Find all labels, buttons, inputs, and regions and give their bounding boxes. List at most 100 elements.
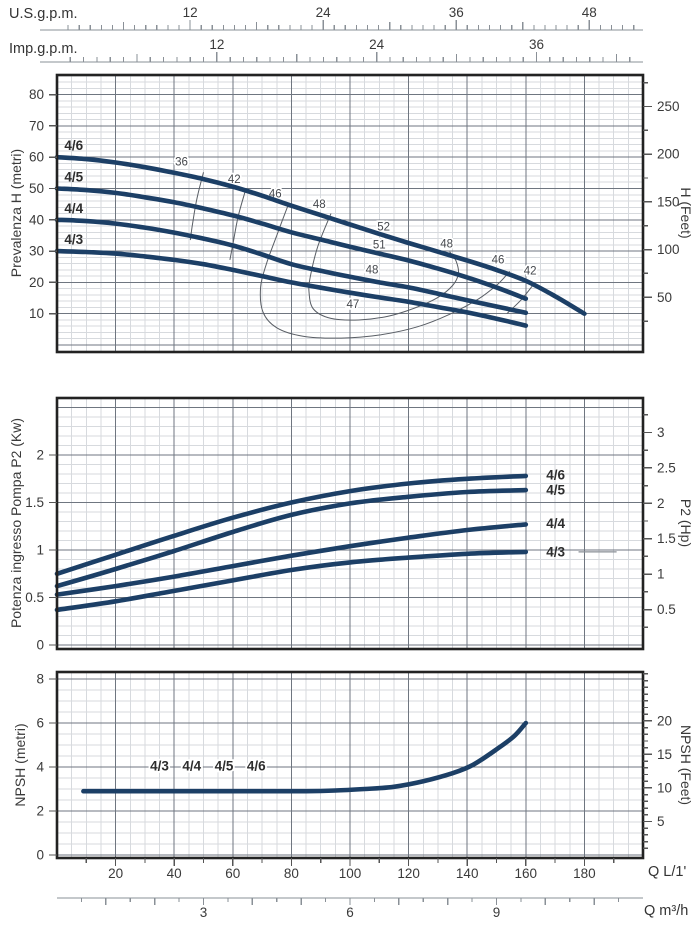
us-gpm-scale-tick-48: 48 (582, 5, 597, 20)
npsh-rtick-10: 10 (657, 780, 672, 795)
lpm-tick-180: 180 (573, 866, 596, 881)
m3h-scale: 3 6 9 (57, 897, 643, 920)
head-plot-frame (55, 73, 645, 354)
us-gpm-scale-tick-12: 12 (183, 5, 198, 20)
iso-label-48: 48 (366, 265, 379, 277)
head-left-axis-title: Prevalenza H (metri) (8, 148, 24, 278)
imp-gpm-scale-tick-24: 24 (369, 37, 385, 52)
curve-4-3 (54, 549, 529, 613)
head-curves (54, 154, 587, 328)
model-label-4-5: 4/5 (546, 483, 565, 498)
model-label-npsh-4-5: 4/5 (215, 758, 234, 773)
model-label-4-4: 4/4 (64, 201, 83, 216)
iso-label-42: 42 (524, 265, 537, 277)
head-rtick-150: 150 (657, 194, 680, 209)
npsh-right-axis: 5 10 15 20 (643, 673, 672, 849)
npsh-chart: 0 2 4 6 8 5 10 15 20 4/3 4/4 4/5 4/6 (36, 670, 672, 863)
curve-4-6 (54, 154, 587, 316)
npsh-right-axis-title: NPSH (Feet) (678, 724, 694, 806)
us-gpm-axis-title: U.S.g.p.m. (9, 6, 78, 22)
npsh-ytick-6: 6 (36, 716, 44, 731)
lpm-tick-100: 100 (339, 866, 362, 881)
power-ytick-2: 2 (36, 448, 44, 463)
model-label-4-6: 4/6 (64, 138, 83, 153)
lpm-tick-160: 160 (515, 866, 538, 881)
curve-4-3-4-4-4-5-4-6 (81, 720, 529, 794)
curve-4-3 (54, 248, 529, 328)
model-label-4-3: 4/3 (546, 544, 565, 559)
head-ytick-30: 30 (29, 244, 44, 259)
imp-gpm-scale: 12 24 36 (40, 37, 643, 63)
lpm-tick-80: 80 (284, 866, 299, 881)
head-left-axis: 10 20 30 40 50 60 70 80 (29, 87, 57, 321)
head-ytick-60: 60 (29, 150, 44, 165)
m3h-tick-9: 9 (493, 905, 501, 920)
curve-4-4 (54, 217, 529, 316)
head-grid-major (57, 75, 643, 352)
iso-label-51: 51 (373, 240, 386, 252)
npsh-grid-major (57, 672, 643, 858)
npsh-ytick-2: 2 (36, 804, 44, 819)
model-label-npsh-4-4: 4/4 (182, 758, 201, 773)
power-ytick-0: 0 (36, 638, 44, 653)
iso-label-46: 46 (492, 255, 505, 267)
iso-label-48: 48 (440, 238, 453, 250)
lpm-tick-60: 60 (225, 866, 240, 881)
flow-m3h-axis-title: Q m³/h (644, 903, 689, 919)
imp-gpm-scale-tick-12: 12 (209, 37, 224, 52)
head-right-axis: 50 100 150 200 250 (643, 81, 680, 322)
head-right-axis-title: H (Feet) (678, 187, 694, 239)
model-label-4-5: 4/5 (64, 170, 83, 185)
iso-label-47: 47 (347, 299, 360, 311)
power-plot-frame (55, 396, 645, 651)
curve-4-4 (54, 522, 529, 597)
head-ytick-10: 10 (29, 306, 44, 321)
power-rtick-2.5: 2.5 (657, 460, 676, 475)
head-ytick-40: 40 (29, 212, 44, 227)
curve-4-5 (54, 487, 529, 589)
head-rtick-100: 100 (657, 242, 680, 257)
head-ytick-50: 50 (29, 181, 44, 196)
power-rtick-2: 2 (657, 496, 665, 511)
head-rtick-250: 250 (657, 99, 680, 114)
npsh-rtick-20: 20 (657, 713, 672, 728)
iso-label-36: 36 (175, 157, 188, 169)
lpm-tick-40: 40 (167, 866, 182, 881)
head-rtick-200: 200 (657, 147, 680, 162)
imp-gpm-axis-title: Imp.g.p.m. (9, 41, 78, 57)
us-gpm-scale: 12 24 36 48 (40, 5, 643, 31)
us-gpm-scale-tick-36: 36 (449, 5, 464, 20)
npsh-ytick-4: 4 (36, 760, 44, 775)
head-rtick-50: 50 (657, 290, 672, 305)
power-ytick-1: 1 (36, 543, 44, 558)
power-rtick-3: 3 (657, 425, 665, 440)
head-chart: 3642464852514847484642102030405060708050… (29, 73, 680, 354)
iso-line-36 (189, 172, 204, 241)
iso-label-52: 52 (377, 221, 390, 233)
iso-line-42 (229, 188, 247, 260)
npsh-ytick-0: 0 (36, 848, 44, 863)
head-ytick-70: 70 (29, 118, 44, 133)
power-ytick-0.5: 0.5 (25, 590, 44, 605)
npsh-ytick-8: 8 (36, 672, 44, 687)
power-right-axis: 0.5 1 1.5 2 2.5 3 (643, 414, 676, 628)
m3h-tick-6: 6 (346, 905, 354, 920)
model-label-4-6: 4/6 (546, 467, 565, 482)
head-ytick-80: 80 (29, 87, 44, 102)
head-ytick-20: 20 (29, 275, 44, 290)
lpm-tick-140: 140 (456, 866, 479, 881)
lpm-tick-20: 20 (108, 866, 123, 881)
power-curves (54, 473, 529, 613)
imp-gpm-scale-tick-36: 36 (529, 37, 544, 52)
power-left-axis: 0 0.5 1 1.5 2 (25, 448, 57, 653)
curve-4-6 (54, 473, 529, 577)
curve-4-5 (54, 186, 529, 301)
npsh-left-axis-title: NPSH (metri) (12, 723, 28, 807)
model-label-4-4: 4/4 (546, 516, 565, 531)
npsh-rtick-15: 15 (657, 747, 672, 762)
power-ytick-1.5: 1.5 (25, 495, 44, 510)
model-label-npsh-4-6: 4/6 (247, 758, 266, 773)
power-rtick-1.5: 1.5 (657, 531, 676, 546)
